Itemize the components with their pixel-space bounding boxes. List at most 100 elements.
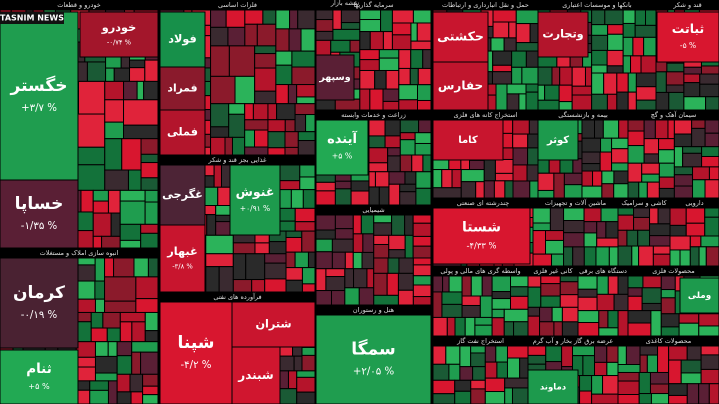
stock-tile	[373, 222, 393, 236]
stock-tile	[368, 171, 376, 188]
stock-tile	[332, 28, 361, 41]
stock-tile	[607, 24, 624, 35]
stock-tile	[315, 30, 334, 41]
stock-tile	[479, 295, 493, 318]
stock-tile	[515, 42, 539, 52]
sector-title: هتل و رستوران	[353, 306, 395, 314]
stock-tile	[79, 11, 159, 58]
stock-tile	[232, 242, 256, 255]
stock-tile	[359, 19, 382, 33]
stock-tile	[528, 119, 539, 135]
stock-tile	[159, 11, 206, 68]
stock-tile	[432, 169, 443, 189]
stock-tile	[682, 146, 703, 154]
stock-tile	[470, 352, 486, 368]
stock-tile	[527, 133, 539, 149]
stock-tile	[654, 119, 669, 140]
stock-tile	[360, 214, 375, 235]
stock-name: وتجارت	[542, 28, 583, 41]
stock-tile	[399, 154, 413, 173]
stock-tile	[526, 164, 539, 182]
stock-tile	[330, 39, 351, 53]
stock-tile	[276, 103, 296, 121]
stock-tile	[284, 131, 299, 148]
stock-tile	[594, 345, 608, 363]
stock-tile	[104, 121, 125, 140]
stock-tile	[0, 179, 79, 249]
stock-tile	[110, 212, 121, 237]
stock-tile	[561, 345, 574, 368]
stock-tile	[599, 151, 613, 172]
stock-tile	[94, 280, 106, 300]
stock-tile	[75, 280, 96, 300]
stock-tile	[603, 72, 618, 95]
sector-title: شیمیایی	[362, 206, 384, 214]
stock-tile	[267, 147, 286, 156]
stock-tile	[205, 266, 220, 293]
stock-tile	[658, 149, 675, 164]
stock-tile	[288, 28, 302, 52]
stock-tile	[227, 26, 246, 47]
stock-name: حکشتی	[437, 29, 484, 44]
stock-tile	[527, 345, 547, 356]
stock-tile	[563, 220, 585, 234]
stock-change: -۴/۳۳ %	[467, 240, 497, 250]
stock-tile	[512, 119, 530, 135]
stock-tile	[387, 155, 401, 173]
stock-tile	[660, 313, 680, 328]
stock-tile	[582, 355, 596, 377]
stock-tile	[494, 172, 514, 182]
stock-tile	[382, 31, 393, 51]
stock-tile	[527, 315, 541, 337]
stock-tile	[159, 109, 206, 156]
stock-tile	[660, 297, 676, 315]
stock-tile	[634, 24, 657, 38]
stock-tile	[673, 133, 693, 148]
stock-tile	[301, 267, 316, 285]
stock-tile	[512, 133, 529, 149]
stock-tile	[140, 153, 159, 164]
stock-tile	[660, 326, 680, 337]
stock-tile	[135, 298, 159, 313]
stock-tile	[673, 174, 694, 187]
stock-name: دماوند	[540, 383, 567, 393]
stock-tile	[460, 181, 477, 199]
stock-tile	[399, 119, 420, 134]
stock-tile	[483, 158, 496, 182]
stock-tile	[683, 66, 702, 75]
stock-tile	[315, 190, 336, 206]
stock-tile	[285, 279, 303, 293]
stock-tile	[245, 253, 266, 281]
stock-tile	[537, 11, 589, 58]
stock-tile	[315, 238, 333, 253]
stock-tile	[699, 83, 719, 98]
stock-tile	[611, 148, 629, 164]
stock-tile	[496, 361, 508, 379]
stock-tile	[432, 187, 462, 199]
stock-tile	[646, 181, 660, 199]
stock-tile	[642, 275, 662, 289]
stock-tile	[572, 158, 583, 174]
stock-tile	[225, 9, 246, 28]
stock-tile	[527, 369, 579, 404]
stock-tile	[140, 232, 159, 249]
sector-title: استخراج نفت گاز	[456, 337, 504, 345]
stock-tile	[698, 383, 710, 404]
stock-tile	[673, 146, 684, 168]
stock-tile	[254, 129, 269, 148]
stock-tile	[701, 146, 719, 157]
stock-tile	[658, 187, 675, 199]
stock-tile	[669, 235, 691, 251]
stock-tile	[470, 275, 483, 297]
stock-name: خساپا	[15, 194, 64, 214]
stock-tile	[384, 135, 401, 149]
stock-tile	[277, 388, 298, 404]
stock-tile	[299, 176, 316, 191]
stock-tile	[442, 275, 450, 293]
stock-tile	[373, 257, 389, 274]
stock-tile	[75, 264, 96, 282]
stock-tile	[147, 257, 159, 278]
stock-tile	[362, 233, 375, 253]
stock-tile	[254, 90, 277, 105]
stock-tile	[537, 99, 560, 111]
